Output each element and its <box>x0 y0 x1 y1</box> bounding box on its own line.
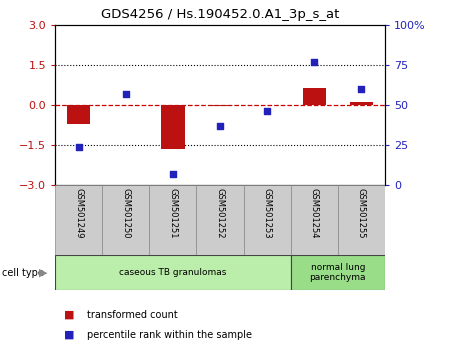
Text: GSM501251: GSM501251 <box>168 188 177 239</box>
Text: ■: ■ <box>64 330 75 340</box>
Bar <box>208 105 232 106</box>
Text: cell type: cell type <box>2 268 44 278</box>
Bar <box>102 185 149 255</box>
Text: GSM501254: GSM501254 <box>310 188 319 239</box>
Bar <box>291 185 338 255</box>
Point <box>264 109 271 114</box>
Bar <box>291 255 385 290</box>
Text: GSM501255: GSM501255 <box>357 188 366 239</box>
Bar <box>161 105 184 149</box>
Bar <box>197 185 243 255</box>
Bar <box>55 185 102 255</box>
Text: transformed count: transformed count <box>86 310 177 320</box>
Bar <box>243 185 291 255</box>
Point <box>75 144 82 149</box>
Bar <box>55 255 291 290</box>
Bar <box>67 105 90 124</box>
Text: ■: ■ <box>64 310 75 320</box>
Title: GDS4256 / Hs.190452.0.A1_3p_s_at: GDS4256 / Hs.190452.0.A1_3p_s_at <box>101 8 339 21</box>
Bar <box>302 88 326 105</box>
Point <box>358 86 365 92</box>
Point <box>216 123 224 129</box>
Text: GSM501249: GSM501249 <box>74 188 83 239</box>
Text: normal lung
parenchyma: normal lung parenchyma <box>310 263 366 282</box>
Point <box>310 59 318 65</box>
Bar <box>149 185 197 255</box>
Bar <box>338 185 385 255</box>
Text: GSM501252: GSM501252 <box>216 188 225 239</box>
Bar <box>350 102 373 105</box>
Text: ▶: ▶ <box>39 268 47 278</box>
Point <box>122 91 129 97</box>
Point <box>169 171 176 177</box>
Text: GSM501250: GSM501250 <box>121 188 130 239</box>
Text: caseous TB granulomas: caseous TB granulomas <box>119 268 226 277</box>
Text: GSM501253: GSM501253 <box>263 188 272 239</box>
Text: percentile rank within the sample: percentile rank within the sample <box>86 330 252 340</box>
